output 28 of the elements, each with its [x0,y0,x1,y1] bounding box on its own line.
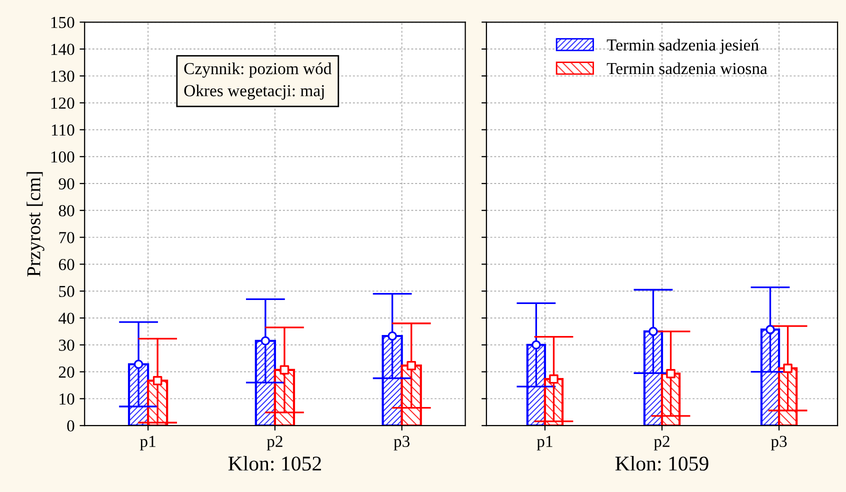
y-tick-label: 0 [67,420,74,432]
y-tick-label: 20 [58,366,74,378]
x-axis-title: Klon: 1052 [228,456,321,471]
y-axis-title: Przyrost [cm] [26,172,44,276]
y-tick-label: 30 [59,340,74,351]
annotation: Czynnik: poziom wód Okres wegetacji: maj [184,62,332,100]
y-tick-label: 150 [51,16,74,28]
y-tick-label: 120 [51,98,74,109]
y-tick-label: 80 [58,205,74,216]
x-tick-label: p2 [654,436,670,450]
x-tick-label: p2 [266,436,282,450]
y-tick-label: 40 [58,312,74,324]
x-tick-label: p3 [770,436,787,450]
y-tick-label: 10 [60,393,74,405]
legend-label: Termin sadzenia wiosna [606,62,768,74]
x-tick-label: p3 [394,436,410,450]
x-tick-label: p1 [140,436,156,450]
y-tick-label: 70 [59,232,74,244]
y-tick-label: 90 [58,178,74,190]
y-tick-label: 60 [58,258,74,270]
x-axis-title: Klon: 1059 [615,456,708,471]
y-tick-label: 100 [51,151,74,163]
legend-label: Termin sadzenia jesień [606,38,759,54]
y-tick-label: 110 [52,124,74,136]
x-tick-label: p1 [536,436,552,450]
y-tick-label: 130 [51,70,74,82]
y-tick-label: 140 [51,44,74,55]
y-tick-label: 50 [59,286,74,298]
